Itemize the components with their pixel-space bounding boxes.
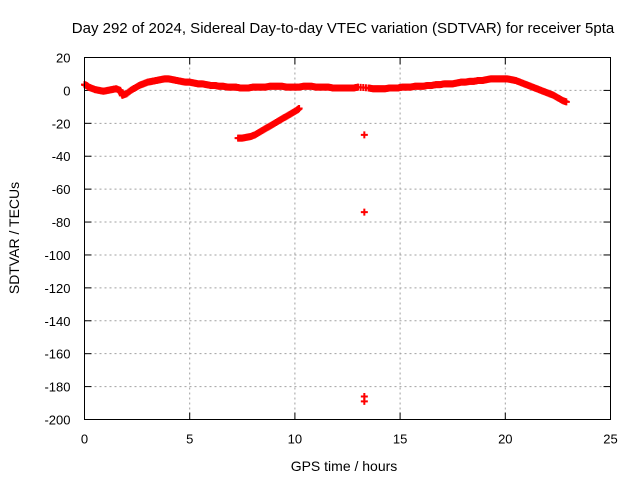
chart-title: Day 292 of 2024, Sidereal Day-to-day VTE… (72, 20, 615, 37)
y-tick-label: 20 (56, 51, 70, 66)
data-point (360, 208, 368, 216)
x-tick-label: 15 (393, 432, 407, 447)
y-tick-label: -60 (52, 182, 71, 197)
plot-frame (84, 57, 611, 420)
x-tick-label: 0 (81, 432, 88, 447)
x-tick-label: 25 (603, 432, 617, 447)
x-tick-label: 5 (186, 432, 193, 447)
y-tick-label: -120 (44, 281, 70, 296)
x-axis-label: GPS time / hours (291, 458, 398, 474)
y-tick-label: -160 (44, 347, 70, 362)
grid (84, 57, 611, 420)
data-point (360, 397, 368, 405)
y-tick-label: -140 (44, 314, 70, 329)
y-tick-label: -40 (52, 149, 71, 164)
x-tick-labels: 0 5 10 15 20 25 (81, 432, 618, 447)
data-point (562, 98, 570, 106)
axis-ticks (84, 57, 611, 420)
y-tick-label: -180 (44, 380, 70, 395)
y-tick-label: -20 (52, 116, 71, 131)
y-tick-label: -200 (44, 413, 70, 428)
x-tick-label: 10 (288, 432, 302, 447)
data-point (295, 105, 303, 113)
y-tick-labels: 20 0 -20 -40 -60 -80 -100 -120 -140 -160 -180 -200 (44, 51, 70, 428)
y-axis-label: SDTVAR / TECUs (6, 182, 22, 294)
y-tick-label: -80 (52, 215, 71, 230)
data-point (360, 131, 368, 139)
x-tick-label: 20 (498, 432, 512, 447)
y-tick-label: -100 (44, 248, 70, 263)
y-tick-label: 0 (63, 83, 70, 98)
data-points (81, 75, 570, 405)
